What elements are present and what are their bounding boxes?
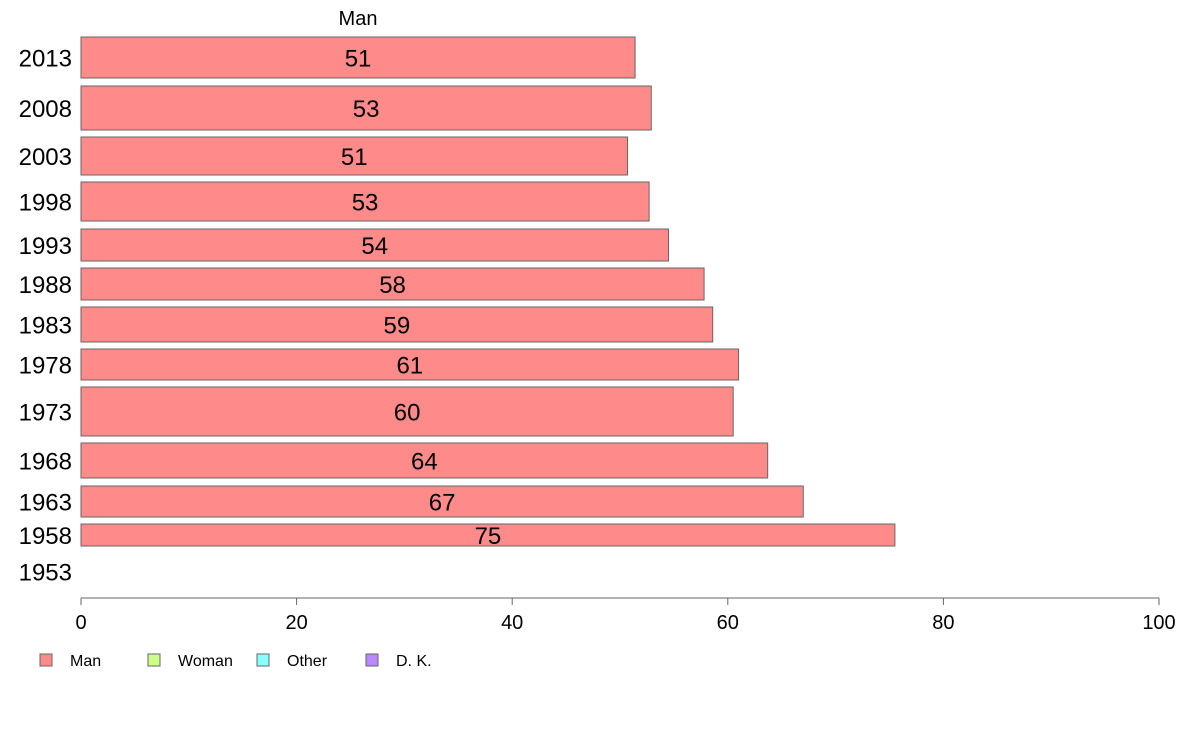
data-label-1998: 53 <box>352 190 379 217</box>
bar-1963 <box>80 485 804 518</box>
bar-1968 <box>80 442 769 479</box>
bars-layer: 2013 51 2008 53 2003 51 1998 53 1993 54 1988 58 1983… <box>19 36 896 587</box>
data-label-1958: 75 <box>475 523 502 550</box>
data-label-2013: 51 <box>345 46 372 73</box>
x-tick-label-100: 100 <box>1142 612 1175 634</box>
bar-1998 <box>80 181 650 222</box>
category-label-1978: 1978 <box>19 353 72 380</box>
data-label-1968: 64 <box>411 449 438 476</box>
category-label-1973: 1973 <box>19 400 72 427</box>
category-label-1998: 1998 <box>19 190 72 217</box>
bar-1988 <box>80 267 705 301</box>
column-header: Man <box>339 8 378 30</box>
category-label-1968: 1968 <box>19 449 72 476</box>
bar-2013 <box>80 36 636 79</box>
x-tick-label-80: 80 <box>932 612 954 634</box>
data-label-1988: 58 <box>379 272 406 299</box>
category-label-1958: 1958 <box>19 523 72 550</box>
data-label-2003: 51 <box>341 144 368 171</box>
bar-1973 <box>80 386 734 437</box>
bar-1958 <box>80 523 896 547</box>
bar-1983 <box>80 306 714 343</box>
bar-1978 <box>80 348 740 381</box>
bar-1993 <box>80 228 670 262</box>
category-label-2003: 2003 <box>19 144 72 171</box>
legend-swatch-d-k <box>365 653 379 667</box>
x-tick-label-60: 60 <box>717 612 739 634</box>
legend-label-d-k: D. K. <box>396 653 432 670</box>
legend-swatch-man <box>39 653 53 667</box>
data-label-1983: 59 <box>384 313 411 340</box>
data-label-2008: 53 <box>353 96 380 123</box>
data-label-1978: 61 <box>396 353 423 380</box>
x-axis: 0 20 40 60 80 100 <box>75 597 1176 634</box>
legend-label-man: Man <box>70 653 101 670</box>
category-label-1963: 1963 <box>19 490 72 517</box>
bar-2008 <box>80 85 652 131</box>
category-label-1953: 1953 <box>19 560 72 587</box>
category-label-1993: 1993 <box>19 233 72 260</box>
category-label-1988: 1988 <box>19 272 72 299</box>
legend-label-woman: Woman <box>178 653 233 670</box>
data-label-1963: 67 <box>429 490 456 517</box>
legend-swatch-other <box>256 653 270 667</box>
legend: Man Woman Other D. K. <box>39 653 432 670</box>
x-tick-label-20: 20 <box>285 612 307 634</box>
legend-swatch-woman <box>147 653 161 667</box>
category-label-2008: 2008 <box>19 96 72 123</box>
data-label-1993: 54 <box>361 233 388 260</box>
category-label-1983: 1983 <box>19 313 72 340</box>
x-tick-label-0: 0 <box>75 612 86 634</box>
x-tick-label-40: 40 <box>501 612 523 634</box>
data-label-1973: 60 <box>394 400 421 427</box>
bar-2003 <box>80 136 629 176</box>
category-label-2013: 2013 <box>19 46 72 73</box>
legend-label-other: Other <box>287 653 328 670</box>
